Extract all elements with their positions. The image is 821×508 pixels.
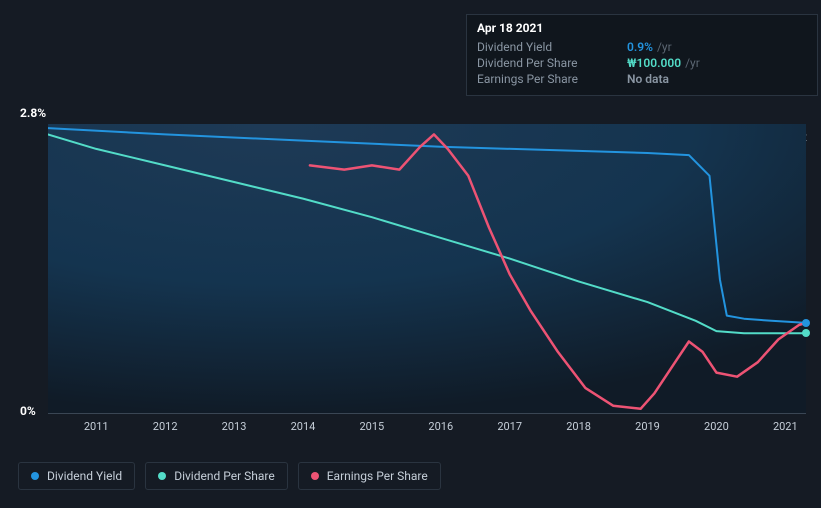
x-tick: 2013: [222, 420, 247, 433]
legend-item-dividend-per-share[interactable]: Dividend Per Share: [145, 462, 288, 490]
tooltip-row: Dividend Per Share ₩100.000 /yr: [477, 55, 807, 71]
tooltip-val: No data: [627, 72, 669, 86]
tooltip-suffix: /yr: [657, 40, 672, 54]
x-tick: 2017: [497, 420, 522, 433]
x-tick: 2014: [291, 420, 316, 433]
grid-baseline: [48, 413, 806, 414]
x-tick: 2021: [773, 420, 798, 433]
tooltip-key: Earnings Per Share: [477, 72, 627, 86]
legend-dot-icon: [311, 472, 319, 480]
x-axis-ticks: 2011 2012 2013 2014 2015 2016 2017 2018 2019 2020…: [48, 420, 806, 436]
tooltip-date: Apr 18 2021: [477, 21, 807, 35]
tooltip-suffix: /yr: [685, 56, 700, 70]
hover-tooltip: Apr 18 2021 Dividend Yield 0.9% /yr Divi…: [466, 14, 818, 96]
x-tick: 2012: [153, 420, 178, 433]
legend-label: Dividend Per Share: [174, 469, 275, 483]
y-tick-min: 0%: [20, 404, 36, 418]
legend-label: Dividend Yield: [47, 469, 122, 483]
legend-label: Earnings Per Share: [327, 469, 428, 483]
legend-item-dividend-yield[interactable]: Dividend Yield: [18, 462, 135, 490]
tooltip-row: Earnings Per Share No data: [477, 71, 807, 87]
x-tick: 2019: [635, 420, 660, 433]
x-tick: 2015: [359, 420, 384, 433]
legend: Dividend Yield Dividend Per Share Earnin…: [18, 462, 441, 490]
chart-svg: [48, 124, 806, 414]
x-tick: 2018: [566, 420, 591, 433]
tooltip-val: ₩100.000: [627, 56, 681, 70]
legend-dot-icon: [158, 472, 166, 480]
series-end-marker: [802, 329, 810, 337]
legend-dot-icon: [31, 472, 39, 480]
legend-item-earnings-per-share[interactable]: Earnings Per Share: [298, 462, 441, 490]
y-tick-max: 2.8%: [20, 106, 46, 120]
tooltip-row: Dividend Yield 0.9% /yr: [477, 39, 807, 55]
x-tick: 2020: [704, 420, 729, 433]
tooltip-key: Dividend Yield: [477, 40, 627, 54]
tooltip-val: 0.9%: [627, 40, 653, 54]
x-tick: 2016: [428, 420, 453, 433]
series-end-marker: [802, 319, 810, 327]
x-tick: 2011: [84, 420, 109, 433]
tooltip-key: Dividend Per Share: [477, 56, 627, 70]
chart-plot[interactable]: [48, 124, 806, 414]
